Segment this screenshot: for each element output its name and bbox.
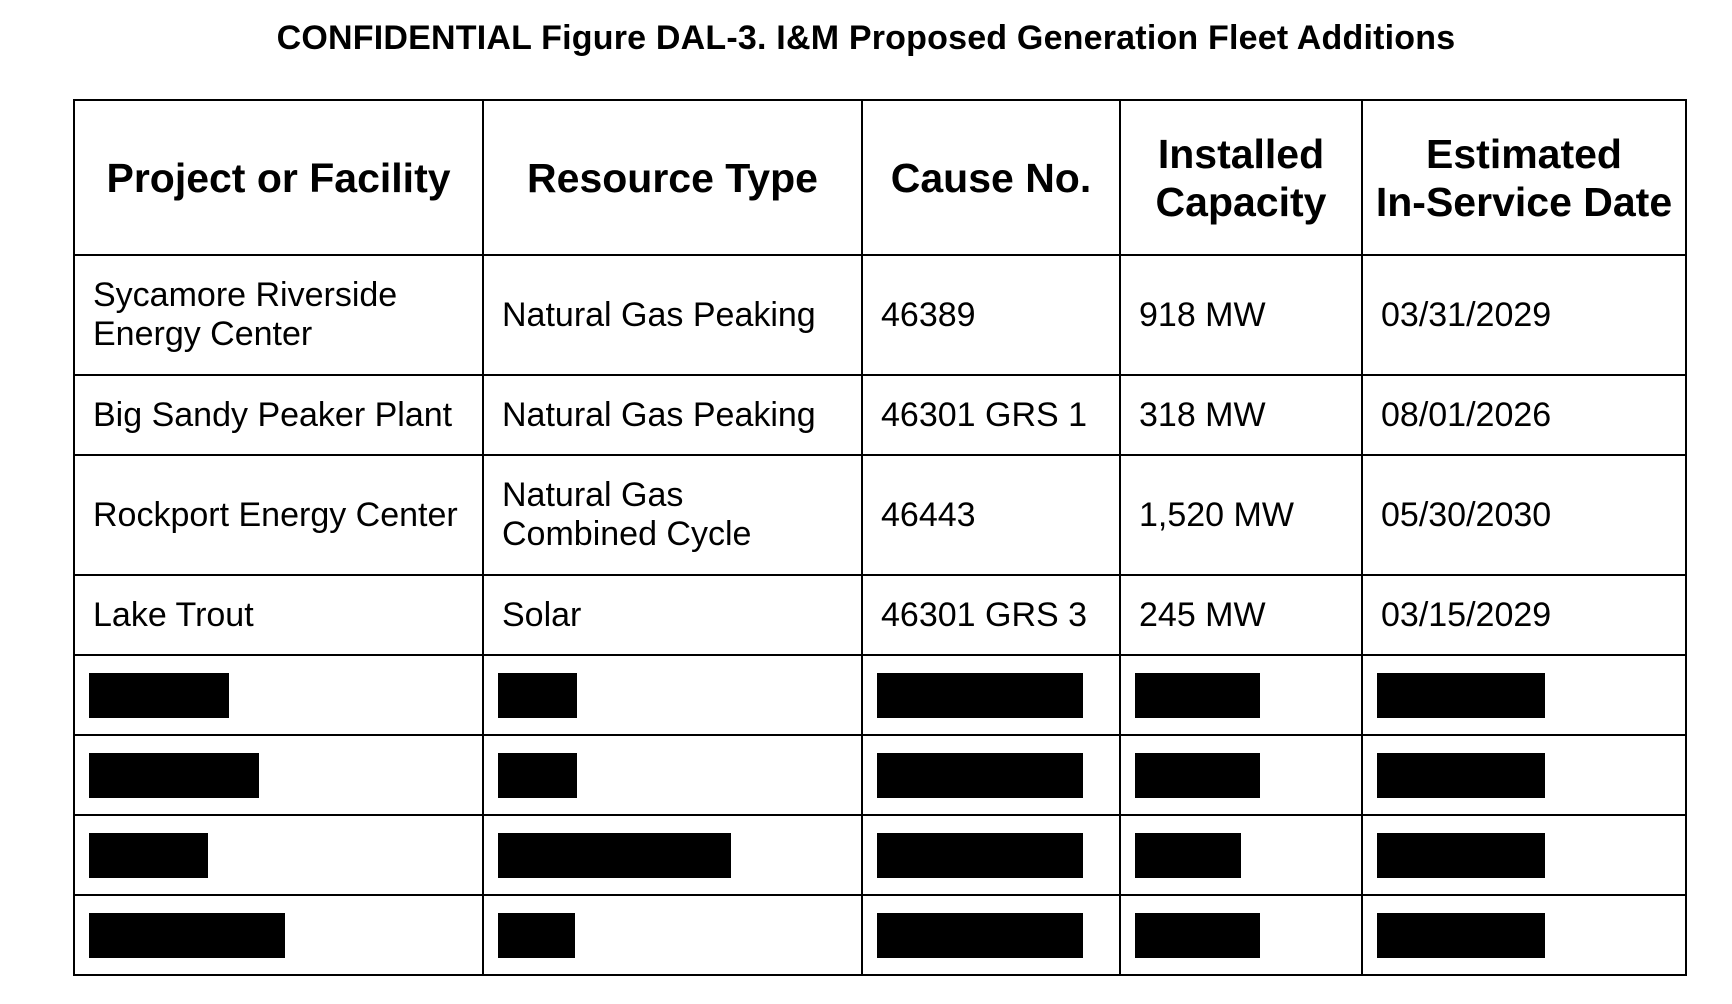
cell-in-service-date: 03/15/2029 bbox=[1361, 574, 1687, 656]
generation-fleet-table: Project or Facility Resource Type Cause … bbox=[73, 99, 1687, 976]
cell-in-service-date: 08/01/2026 bbox=[1361, 374, 1687, 456]
redacted-cell bbox=[482, 894, 863, 976]
redaction-block bbox=[877, 832, 1083, 878]
redacted-cell bbox=[1361, 814, 1687, 896]
table-row: Big Sandy Peaker Plant Natural Gas Peaki… bbox=[73, 374, 1687, 456]
header-estimated-in-service-date: Estimated In-Service Date bbox=[1361, 99, 1687, 256]
redaction-block bbox=[1377, 672, 1545, 718]
redacted-cell bbox=[73, 894, 484, 976]
redacted-cell bbox=[73, 654, 484, 736]
redaction-block bbox=[1377, 752, 1545, 798]
redacted-cell bbox=[1119, 814, 1363, 896]
header-installed-capacity: Installed Capacity bbox=[1119, 99, 1363, 256]
redacted-row bbox=[73, 734, 1687, 816]
cell-resource-type: Natural Gas Peaking bbox=[482, 254, 863, 376]
redacted-cell bbox=[861, 814, 1121, 896]
redaction-block bbox=[89, 912, 285, 958]
redaction-block bbox=[498, 912, 575, 958]
redaction-block bbox=[1377, 912, 1545, 958]
redaction-block bbox=[877, 912, 1083, 958]
cell-project: Rockport Energy Center bbox=[73, 454, 484, 576]
redaction-block bbox=[877, 752, 1083, 798]
redaction-block bbox=[498, 672, 577, 718]
cell-cause-no: 46301 GRS 3 bbox=[861, 574, 1121, 656]
redacted-row bbox=[73, 894, 1687, 976]
redacted-cell bbox=[73, 734, 484, 816]
redacted-cell bbox=[861, 654, 1121, 736]
cell-capacity: 1,520 MW bbox=[1119, 454, 1363, 576]
redacted-cell bbox=[1119, 654, 1363, 736]
redacted-cell bbox=[482, 654, 863, 736]
cell-in-service-date: 03/31/2029 bbox=[1361, 254, 1687, 376]
redacted-cell bbox=[861, 894, 1121, 976]
redacted-row bbox=[73, 654, 1687, 736]
redacted-cell bbox=[1119, 734, 1363, 816]
redacted-cell bbox=[1361, 654, 1687, 736]
redaction-block bbox=[89, 672, 229, 718]
header-cause-no: Cause No. bbox=[861, 99, 1121, 256]
redaction-block bbox=[877, 672, 1083, 718]
table-row: Lake Trout Solar 46301 GRS 3 245 MW 03/1… bbox=[73, 574, 1687, 656]
table-header-row: Project or Facility Resource Type Cause … bbox=[73, 99, 1687, 256]
redacted-cell bbox=[73, 814, 484, 896]
cell-project: Sycamore Riverside Energy Center bbox=[73, 254, 484, 376]
cell-project: Big Sandy Peaker Plant bbox=[73, 374, 484, 456]
table-row: Sycamore Riverside Energy Center Natural… bbox=[73, 254, 1687, 376]
redaction-block bbox=[1135, 752, 1260, 798]
redaction-block bbox=[1135, 672, 1260, 718]
redaction-block bbox=[498, 752, 577, 798]
redaction-block bbox=[1135, 832, 1241, 878]
cell-cause-no: 46389 bbox=[861, 254, 1121, 376]
redaction-block bbox=[1135, 912, 1260, 958]
redaction-block bbox=[89, 752, 259, 798]
redacted-cell bbox=[1119, 894, 1363, 976]
table-row: Rockport Energy Center Natural Gas Combi… bbox=[73, 454, 1687, 576]
cell-resource-type: Natural Gas Peaking bbox=[482, 374, 863, 456]
redacted-cell bbox=[482, 734, 863, 816]
redacted-cell bbox=[1361, 734, 1687, 816]
cell-project: Lake Trout bbox=[73, 574, 484, 656]
cell-capacity: 918 MW bbox=[1119, 254, 1363, 376]
cell-resource-type: Solar bbox=[482, 574, 863, 656]
redaction-block bbox=[1377, 832, 1545, 878]
redacted-cell bbox=[861, 734, 1121, 816]
cell-cause-no: 46443 bbox=[861, 454, 1121, 576]
header-project-or-facility: Project or Facility bbox=[73, 99, 484, 256]
cell-capacity: 245 MW bbox=[1119, 574, 1363, 656]
document-title: CONFIDENTIAL Figure DAL-3. I&M Proposed … bbox=[276, 19, 1456, 57]
cell-resource-type: Natural Gas Combined Cycle bbox=[482, 454, 863, 576]
cell-cause-no: 46301 GRS 1 bbox=[861, 374, 1121, 456]
redacted-row bbox=[73, 814, 1687, 896]
redaction-block bbox=[498, 832, 731, 878]
redaction-block bbox=[89, 832, 208, 878]
cell-capacity: 318 MW bbox=[1119, 374, 1363, 456]
cell-in-service-date: 05/30/2030 bbox=[1361, 454, 1687, 576]
header-resource-type: Resource Type bbox=[482, 99, 863, 256]
redacted-cell bbox=[482, 814, 863, 896]
redacted-cell bbox=[1361, 894, 1687, 976]
